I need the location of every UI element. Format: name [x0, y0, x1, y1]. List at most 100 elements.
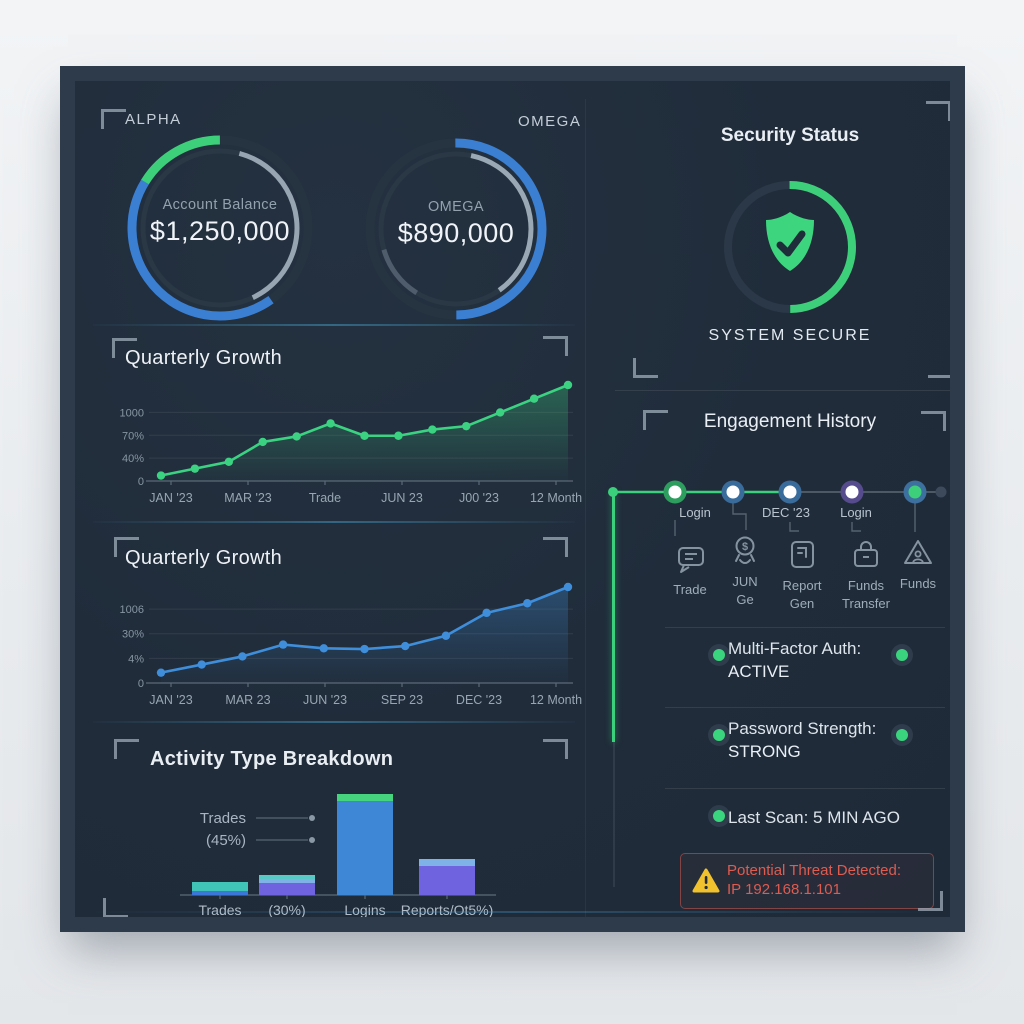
alpha-gauge-text: Account Balance $1,250,000 — [125, 197, 315, 247]
status-dot — [708, 724, 730, 746]
data-point — [529, 394, 539, 403]
row-divider — [665, 707, 945, 708]
funds-icon — [904, 540, 932, 564]
row-divider — [665, 627, 945, 628]
svg-text:JUN '23: JUN '23 — [303, 693, 347, 707]
data-point — [428, 425, 437, 434]
svg-text:Logins: Logins — [344, 902, 385, 917]
quarterly-growth-blue-chart: 1006 30% 4% 0 JAN '23 MAR 23 JUN '23 SEP 23 DEC … — [120, 582, 582, 707]
bar-segment — [419, 859, 475, 866]
corner-bracket — [103, 898, 128, 917]
warning-icon — [692, 868, 720, 893]
corner-bracket — [543, 537, 568, 557]
engagement-timeline — [608, 480, 947, 536]
bar-segment — [192, 891, 248, 895]
activity-chart-title: Activity Type Breakdown — [150, 748, 394, 770]
shield-check-icon — [766, 212, 814, 271]
data-point — [401, 641, 410, 651]
data-point — [495, 408, 505, 417]
event-item-report-gen[interactable]: Report Gen — [770, 537, 834, 612]
svg-text:(45%): (45%) — [206, 832, 246, 849]
data-point — [326, 419, 335, 428]
timeline-node[interactable] — [903, 480, 927, 504]
corner-bracket — [643, 410, 668, 430]
event-item-funds-transfer[interactable]: Funds Transfer — [834, 537, 898, 612]
svg-text:40%: 40% — [122, 453, 144, 465]
check-text: Password Strength: STRONG — [728, 717, 876, 763]
timeline-node[interactable] — [778, 480, 802, 504]
data-point — [319, 644, 328, 653]
svg-text:30%: 30% — [122, 629, 144, 641]
corner-bracket — [926, 101, 950, 121]
bar-segment — [419, 866, 475, 895]
corner-bracket — [114, 739, 139, 759]
data-point — [563, 380, 573, 390]
timeline-end-dot — [935, 486, 947, 498]
timeline-node-label: Login — [679, 505, 711, 520]
column-divider — [585, 99, 586, 917]
event-label: Funds Transfer — [842, 578, 890, 611]
svg-text:MAR '23: MAR '23 — [224, 491, 272, 505]
svg-text:JAN '23: JAN '23 — [149, 491, 192, 505]
bar-segment — [192, 882, 248, 891]
svg-text:1000: 1000 — [120, 407, 144, 419]
status-dot — [891, 724, 913, 746]
event-item-jun-ge[interactable]: $ JUN Ge — [713, 533, 777, 608]
threat-alert-box[interactable]: Potential Threat Detected: IP 192.168.1.… — [680, 853, 934, 909]
svg-text:$: $ — [742, 541, 748, 553]
timeline-node-label: Login — [840, 505, 872, 520]
data-point — [563, 582, 573, 592]
event-label: JUN Ge — [732, 574, 758, 607]
data-point — [441, 631, 451, 640]
omega-gauge-value: $890,000 — [397, 218, 515, 248]
data-point — [224, 457, 234, 466]
data-point — [462, 421, 471, 431]
corner-bracket — [543, 336, 568, 356]
event-item-funds[interactable]: Funds — [886, 535, 950, 593]
engagement-history-title: Engagement History — [703, 411, 877, 432]
status-dot — [708, 805, 730, 827]
event-label: Funds — [899, 576, 937, 591]
svg-text:Trade: Trade — [309, 491, 341, 505]
bar-segment — [259, 883, 315, 895]
svg-text:1006: 1006 — [120, 604, 144, 616]
security-shield-gauge — [724, 181, 856, 313]
system-secure-text: SYSTEM SECURE — [708, 327, 872, 344]
data-point — [523, 599, 532, 608]
check-value: STRONG — [728, 742, 801, 761]
data-point — [360, 644, 369, 654]
alert-ip: IP 192.168.1.101 — [727, 881, 841, 898]
bar-segment — [337, 794, 393, 801]
report-icon — [791, 541, 814, 568]
alpha-label: ALPHA — [125, 111, 182, 128]
svg-text:JUN 23: JUN 23 — [381, 491, 423, 505]
svg-text:70%: 70% — [122, 430, 144, 442]
data-point — [258, 437, 267, 447]
green-chart-title: Quarterly Growth — [125, 347, 283, 369]
data-point — [190, 464, 200, 473]
alpha-gauge-value: $1,250,000 — [149, 216, 291, 246]
section-divider — [93, 521, 575, 523]
corner-bracket — [114, 537, 139, 557]
timeline-node-label: DEC '23 — [761, 505, 810, 520]
svg-text:12 Month: 12 Month — [530, 693, 582, 707]
timeline-node[interactable] — [663, 480, 687, 504]
row-divider — [665, 788, 945, 789]
data-point — [394, 431, 403, 440]
event-item-trade[interactable]: Trade — [658, 541, 722, 599]
bar-segment — [259, 879, 315, 883]
svg-text:12 Month: 12 Month — [530, 491, 582, 505]
data-point — [360, 431, 369, 440]
data-point — [482, 608, 491, 618]
svg-text:SEP 23: SEP 23 — [381, 693, 423, 707]
svg-text:DEC '23: DEC '23 — [456, 693, 502, 707]
omega-gauge-text: OMEGA $890,000 — [363, 199, 549, 249]
bar-segment — [259, 875, 315, 879]
svg-text:0: 0 — [138, 678, 144, 690]
corner-bracket — [918, 891, 943, 911]
timeline-node[interactable] — [840, 480, 864, 504]
check-value: ACTIVE — [728, 662, 790, 681]
event-label: Trade — [673, 582, 707, 597]
timeline-node[interactable] — [721, 480, 745, 504]
svg-text:0: 0 — [138, 476, 144, 488]
